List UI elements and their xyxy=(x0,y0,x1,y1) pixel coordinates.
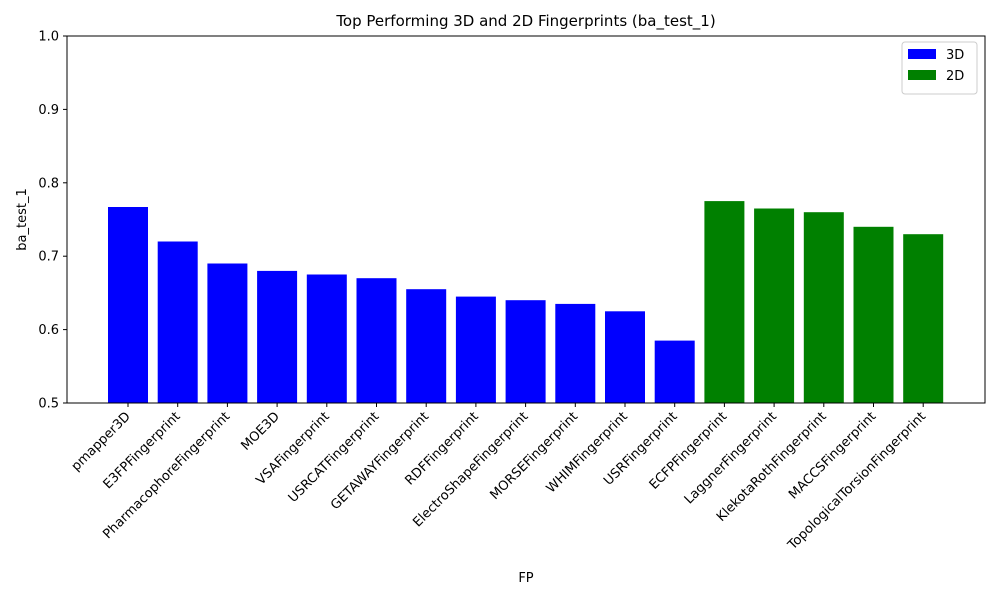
x-tick-label: MOE3D xyxy=(238,409,283,454)
x-tick-label: USRCATFingerprint xyxy=(286,409,383,506)
bar-VSAFingerprint xyxy=(306,274,347,403)
bar-MOE3D xyxy=(257,270,298,403)
bar-ElectroShapeFingerprint xyxy=(505,300,546,403)
bar-RDFFingerprint xyxy=(455,296,496,403)
bar-KlekotaRothFingerprint xyxy=(803,212,844,403)
y-axis-ticks: 0.5 0.6 0.7 0.8 0.9 1.0 xyxy=(38,30,67,412)
legend-swatch-3D xyxy=(908,49,936,59)
legend-swatch-2D xyxy=(908,70,936,80)
x-tick-label: LaggnerFingerprint xyxy=(682,409,780,507)
plot-frame xyxy=(66,35,986,404)
x-axis-ticks: pmapper3DE3FPFingerprintPharmacophoreFin… xyxy=(69,403,929,554)
bar-GETAWAYFingerprint xyxy=(406,289,447,403)
bars-group xyxy=(108,201,944,404)
bar-ECFPFingerprint xyxy=(704,201,745,403)
y-tick-label: 0.5 xyxy=(38,397,59,412)
x-tick-label: MORSEFingerprint xyxy=(487,409,581,503)
y-axis-label: ba_test_1 xyxy=(15,188,30,250)
legend-label-2D: 2D xyxy=(946,69,964,84)
y-tick-label: 0.8 xyxy=(38,176,59,191)
y-tick-label: 0.6 xyxy=(38,323,59,338)
chart-title: Top Performing 3D and 2D Fingerprints (b… xyxy=(335,12,715,31)
bar-MACCSFingerprint xyxy=(853,226,894,403)
bar-WHIMFingerprint xyxy=(605,311,645,404)
bar-E3FPFingerprint xyxy=(157,241,198,403)
bar-PharmacophoreFingerprint xyxy=(207,263,248,403)
x-axis-label: FP xyxy=(518,571,533,586)
bar-USRFingerprint xyxy=(654,340,695,403)
bar-LaggnerFingerprint xyxy=(754,208,795,403)
bar-USRCATFingerprint xyxy=(356,278,397,403)
x-tick-label: MACCSFingerprint xyxy=(786,409,879,502)
bar-MORSEFingerprint xyxy=(555,303,596,403)
y-tick-label: 0.7 xyxy=(38,250,59,265)
y-tick-label: 1.0 xyxy=(38,30,59,45)
x-tick-label: GETAWAYFingerprint xyxy=(328,409,432,513)
bar-pmapper3D xyxy=(108,207,148,403)
y-tick-label: 0.9 xyxy=(38,103,59,118)
legend-label-3D: 3D xyxy=(946,48,964,63)
bar-TopologicalTorsionFingerprint xyxy=(903,234,944,403)
